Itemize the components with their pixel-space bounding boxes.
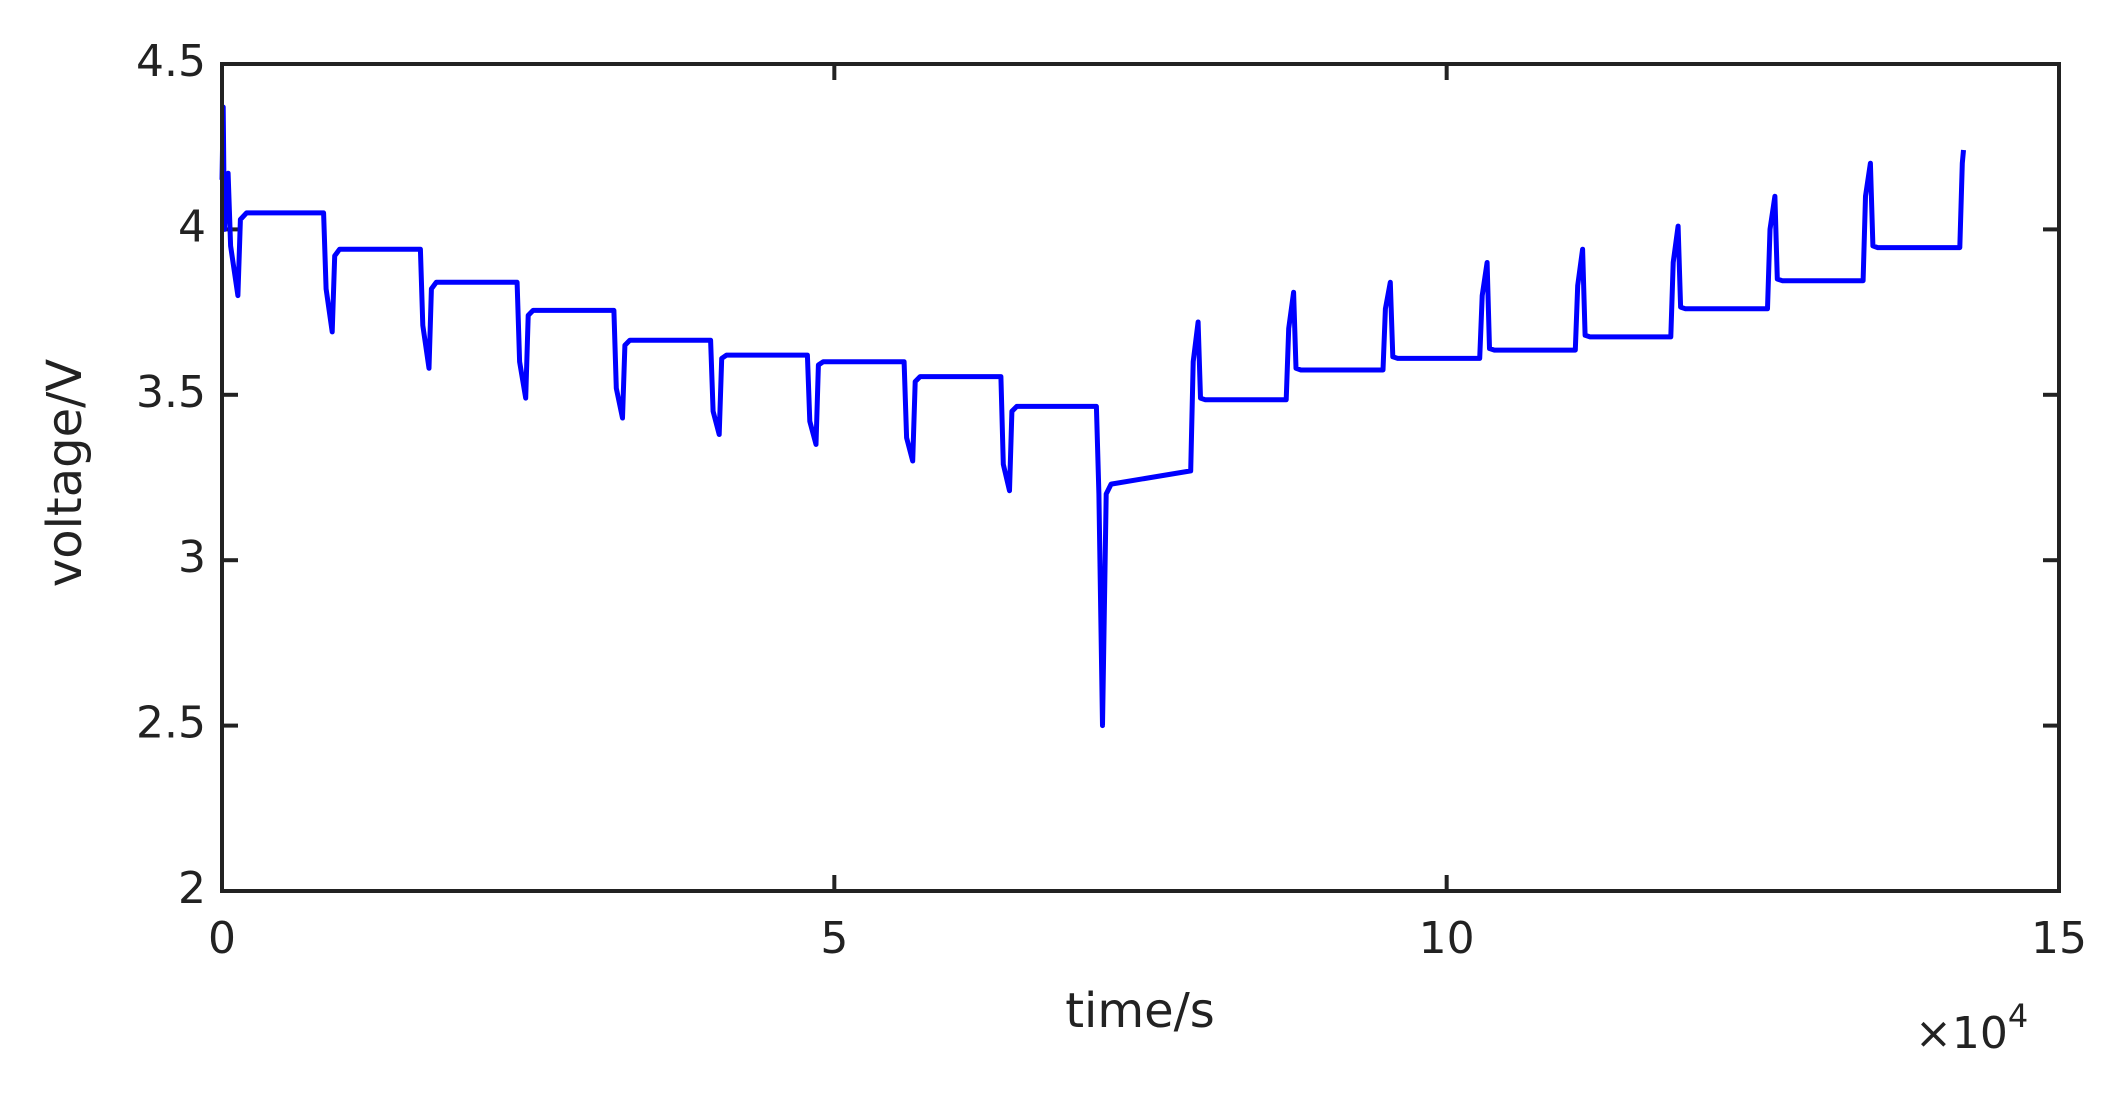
y-tick-label: 4 bbox=[178, 201, 206, 252]
x-multiplier-exponent: 4 bbox=[2008, 997, 2028, 1035]
y-tick-label: 2 bbox=[178, 863, 206, 914]
y-tick-label: 3 bbox=[178, 532, 206, 583]
y-tick-label: 4.5 bbox=[136, 36, 206, 87]
y-tick-label: 2.5 bbox=[136, 698, 206, 749]
x-tick-label: 5 bbox=[820, 913, 848, 964]
voltage-line bbox=[219, 104, 1966, 729]
x-tick-label: 10 bbox=[1419, 913, 1475, 964]
x-multiplier: ×104 bbox=[1915, 997, 2028, 1059]
y-tick-label: 3.5 bbox=[136, 367, 206, 418]
x-tick-label: 0 bbox=[208, 913, 236, 964]
x-multiplier-base: ×10 bbox=[1915, 1008, 2008, 1059]
y-axis-label: voltage/V bbox=[37, 359, 93, 588]
plot-frame bbox=[220, 62, 2061, 893]
x-tick-label: 15 bbox=[2031, 913, 2087, 964]
x-axis-label: time/s bbox=[1065, 983, 1215, 1039]
